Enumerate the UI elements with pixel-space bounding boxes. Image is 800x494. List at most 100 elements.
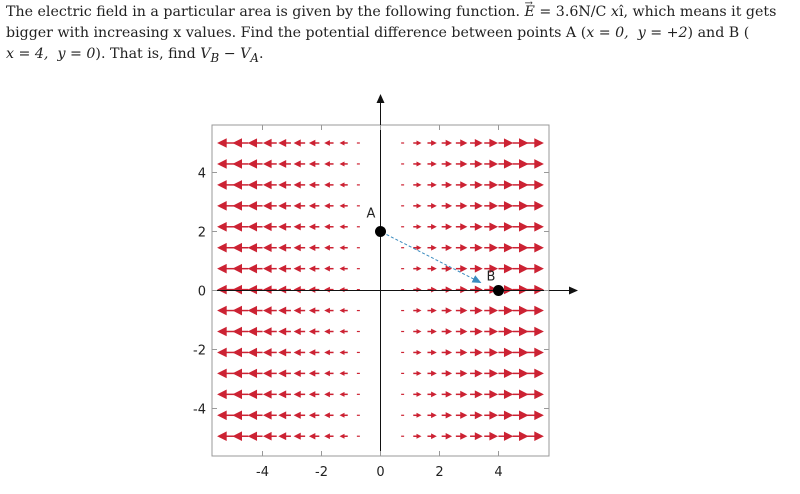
field-vector: [441, 307, 453, 314]
field-vector: [470, 243, 483, 252]
field-vector: [512, 389, 529, 400]
field-vector: [278, 411, 291, 420]
field-vector: [293, 411, 306, 419]
field-vector: [232, 326, 249, 337]
field-vector: [441, 202, 453, 210]
field-vector: [293, 348, 306, 357]
field-vector: [484, 138, 498, 148]
field-vector: [217, 242, 235, 253]
field-vector: [427, 182, 437, 188]
field-vector: [339, 182, 348, 188]
field-vector: [441, 412, 453, 419]
field-vector: [293, 306, 306, 315]
field-vector: [247, 368, 263, 379]
field-vector: [441, 160, 453, 168]
field-vector: [247, 305, 263, 316]
field-vector: [278, 369, 291, 378]
field-vector: [217, 368, 235, 379]
field-vector: [278, 243, 291, 252]
field-vector: [526, 326, 544, 337]
field-vector: [263, 201, 277, 211]
field-vector: [293, 244, 306, 252]
field-vector: [278, 348, 291, 357]
field-vector: [308, 412, 320, 419]
field-vector: [484, 369, 498, 378]
field-vector: [427, 223, 437, 230]
field-vector: [308, 307, 320, 314]
field-vector: [263, 327, 277, 336]
field-vector: [232, 410, 249, 421]
field-vector: [278, 201, 291, 210]
field-vector: [526, 201, 544, 211]
field-vector: [484, 201, 498, 211]
field-vector: [339, 224, 348, 230]
field-vector: [470, 369, 483, 378]
field-vector: [232, 347, 249, 358]
field-vector: [293, 139, 306, 147]
y-tick-label: -4: [193, 403, 206, 418]
field-vector: [512, 410, 529, 421]
field-vector: [455, 265, 468, 273]
field-vector: [232, 159, 249, 169]
field-vector: [441, 370, 453, 377]
field-vector: [339, 287, 348, 293]
field-vector: [339, 266, 348, 272]
field-vector: [526, 284, 544, 295]
field-vector: [498, 138, 514, 148]
field-vector: [427, 433, 437, 440]
points: AB: [367, 207, 504, 296]
field-vector: [470, 411, 483, 420]
field-variable: x: [610, 4, 619, 20]
field-vector: [232, 242, 249, 253]
field-vector: [441, 265, 453, 272]
field-vector: [526, 389, 544, 400]
field-vector: [217, 389, 235, 400]
field-vector: [455, 139, 468, 147]
field-vector: [470, 222, 483, 231]
problem-statement: The electric field in a particular area …: [6, 2, 786, 69]
field-vector: [308, 181, 320, 189]
field-vector: [217, 284, 235, 295]
field-vector: [455, 181, 468, 189]
field-vector: [263, 285, 277, 294]
field-vector: [293, 265, 306, 273]
field-vector: [484, 222, 498, 232]
field-vector: [512, 263, 529, 274]
field-vector: [441, 328, 453, 335]
field-vector: [247, 284, 263, 295]
field-vector: [484, 243, 498, 253]
field-vector: [455, 202, 468, 210]
field-vector: [484, 306, 498, 315]
field-vector: [308, 328, 320, 335]
field-vector: [339, 140, 348, 146]
y-tick-labels: 4 2 0 -2 -4: [193, 167, 206, 418]
x-tick-label: -4: [256, 465, 269, 480]
field-vector: [526, 347, 544, 358]
field-vector: [413, 224, 422, 230]
field-vector: [512, 326, 529, 337]
field-vector: [512, 159, 529, 169]
field-vector: [247, 222, 263, 232]
field-vector: [293, 223, 306, 231]
field-vector: [293, 432, 306, 440]
field-vector: [232, 431, 249, 442]
field-vector: [413, 370, 422, 376]
field-vector: [441, 349, 453, 356]
field-vector: [293, 390, 306, 398]
field-vector: [217, 410, 235, 421]
problem-text-2-mid: ) and B (: [687, 25, 750, 41]
field-vector: [232, 263, 249, 274]
field-vector: [293, 160, 306, 168]
field-vector: [526, 410, 544, 421]
answer-minus-v: − V: [219, 46, 251, 62]
field-vector: [455, 411, 468, 419]
field-vector: [324, 349, 334, 356]
field-vector: [455, 223, 468, 231]
field-vector: [427, 412, 437, 419]
field-vector: [427, 265, 437, 272]
field-vector: [324, 265, 334, 272]
field-vector: [470, 160, 483, 168]
field-vector: [217, 347, 235, 358]
field-vector: [498, 243, 514, 253]
point-b-marker: [493, 285, 504, 296]
